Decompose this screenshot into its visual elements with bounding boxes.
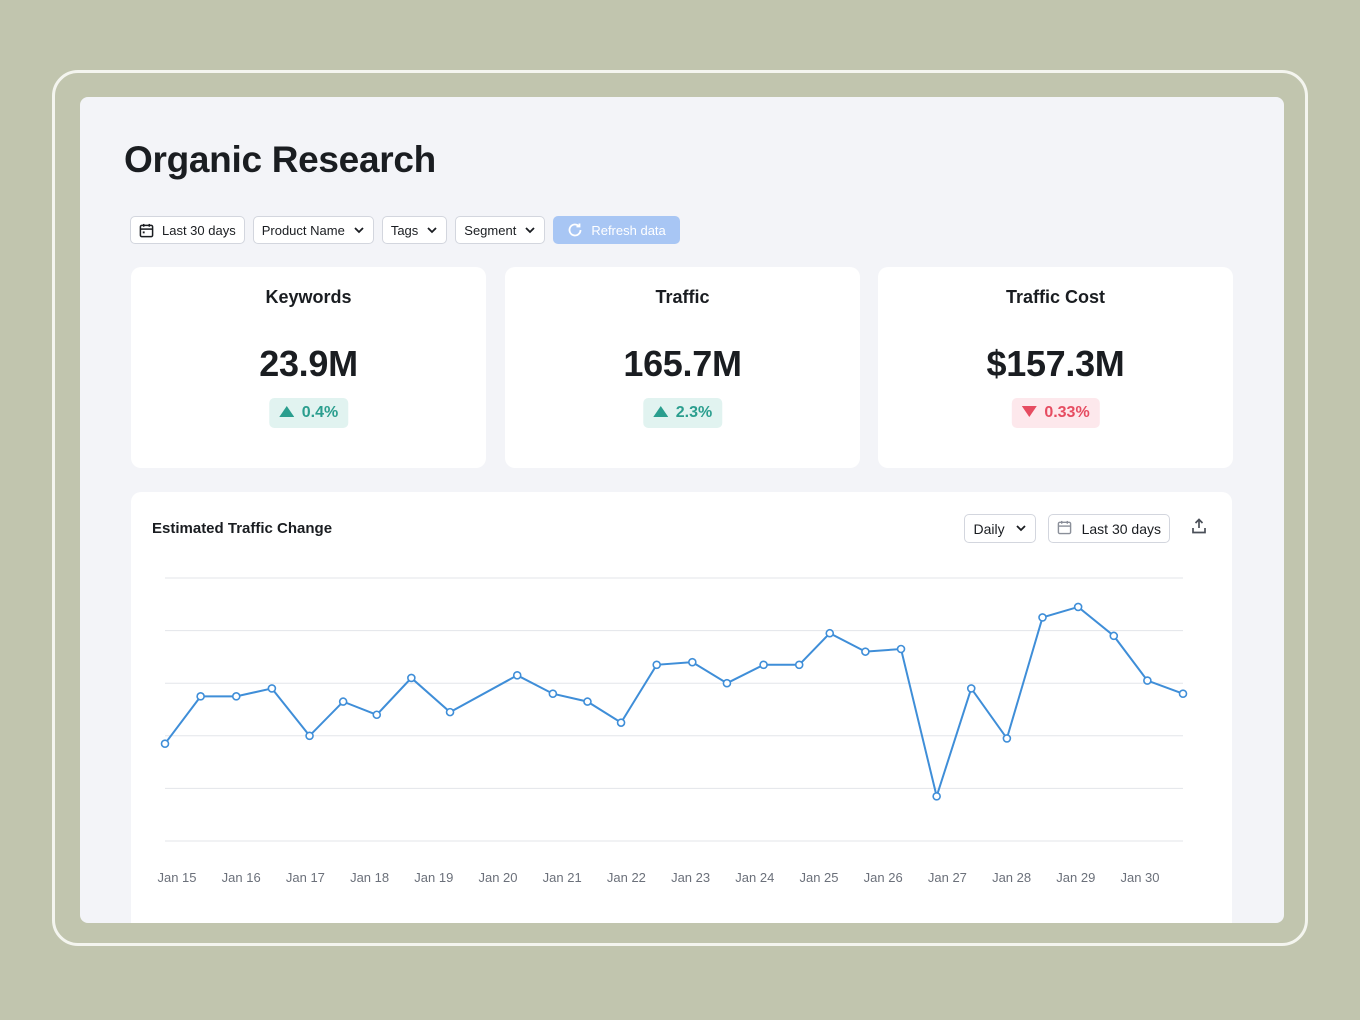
traffic-chart-card: Jan 15 Jan 16 Jan 17 Jan 18 Jan 19 Jan 20 Jan … [131,492,1232,923]
interval-label: Daily [973,520,1005,537]
chart-data-point[interactable] [825,628,835,638]
chevron-down-icon [426,224,438,236]
x-axis-tick-label: Jan 24 [735,870,774,885]
x-axis-tick-label: Jan 23 [671,870,710,885]
change-value: 0.4% [301,404,339,421]
calendar-icon [139,223,154,238]
chart-data-point[interactable] [861,647,870,656]
x-axis-tick-label: Jan 29 [1056,870,1095,885]
x-axis-tick-label: Jan 19 [414,870,453,885]
trend-up-icon [278,404,294,422]
calendar-icon [1057,520,1072,538]
x-axis-tick-label: Jan 15 [157,870,196,885]
chart-data-point[interactable] [338,697,348,706]
x-axis-tick-label: Jan 16 [222,870,261,885]
upload-icon [1191,518,1207,539]
chart-data-point[interactable] [1073,602,1083,612]
chart-data-point[interactable] [372,710,382,720]
chart-data-point[interactable] [966,684,976,693]
tags-label: Tags [390,222,419,238]
app-window: Organic Research Last 30 days Product Na… [80,97,1284,923]
chart-data-point[interactable] [688,657,697,667]
chevron-down-icon [353,224,365,236]
chart-data-point[interactable] [722,678,732,688]
chart-data-point[interactable] [548,689,558,699]
product-name-label: Product Name [261,222,345,238]
chevron-down-icon [1015,521,1027,537]
date-range-label: Last 30 days [162,222,236,238]
chart-data-point[interactable] [896,644,906,654]
chart-data-point[interactable] [231,692,241,701]
x-axis-tick-label: Jan 26 [864,870,903,885]
date-range-button[interactable]: Last 30 days [130,216,245,244]
metric-value: 165.7M [623,343,742,384]
chart-data-point[interactable] [196,692,205,701]
chart-data-point[interactable] [1109,631,1119,641]
refresh-icon [567,222,583,238]
x-axis-tick-label: Jan 18 [350,870,389,885]
metric-value: 23.9M [259,343,358,384]
chart-data-point[interactable] [305,731,314,741]
metric-title: Traffic [655,287,710,307]
refresh-data-button[interactable]: Refresh data [553,216,680,244]
x-axis-tick-label: Jan 20 [478,870,517,885]
chart-data-point[interactable] [932,791,941,801]
change-badge: 0.4% [268,398,349,428]
chart-data-point[interactable] [1143,676,1152,685]
chart-data-point[interactable] [616,718,626,727]
keywords-card: Keywords 23.9M 0.4% [131,267,486,468]
change-badge: 0.33% [1011,398,1100,428]
chevron-down-icon [524,224,536,236]
metric-title: Traffic Cost [1005,287,1106,307]
change-value: 0.33% [1044,404,1090,421]
x-axis-tick-label: Jan 17 [286,870,325,885]
traffic-cost-card: Traffic Cost $157.3M 0.33% [878,267,1233,468]
segment-dropdown[interactable]: Segment [455,216,546,244]
chart-data-point[interactable] [1038,613,1047,622]
traffic-line-chart: Jan 15 Jan 16 Jan 17 Jan 18 Jan 19 Jan 20 Jan … [157,577,1188,885]
chart-data-point[interactable] [794,660,804,670]
chart-controls: Daily Last 30 days [964,514,1212,543]
x-axis-tick-label: Jan 25 [799,870,838,885]
tags-dropdown[interactable]: Tags [381,216,448,244]
refresh-data-label: Refresh data [591,222,666,238]
chart-data-point[interactable] [160,739,170,748]
metric-title: Keywords [265,287,352,307]
x-axis-tick-label: Jan 28 [992,870,1031,885]
trend-down-icon [1021,404,1037,422]
segment-label: Segment [464,222,517,238]
chart-data-point[interactable] [1178,689,1188,699]
chart-data-point[interactable] [583,697,592,706]
chart-title: Estimated Traffic Change [152,520,333,537]
change-badge: 2.3% [642,398,723,428]
chart-date-range-button[interactable]: Last 30 days [1047,514,1170,543]
interval-dropdown[interactable]: Daily [964,514,1036,543]
filter-toolbar: Last 30 days Product Name Tags Segment R… [130,216,680,244]
chart-data-point[interactable] [1002,734,1012,743]
chart-data-point[interactable] [759,660,768,670]
chart-data-point[interactable] [407,673,416,683]
traffic-series-line [164,605,1184,800]
x-axis-tick-label: Jan 30 [1120,870,1159,885]
traffic-card: Traffic 165.7M 2.3% [505,267,860,468]
trend-up-icon [652,404,668,422]
export-button[interactable] [1186,516,1212,542]
change-value: 2.3% [675,404,713,421]
chart-date-range-label: Last 30 days [1081,520,1161,537]
x-axis-tick-label: Jan 22 [607,870,646,885]
chart-data-point[interactable] [445,707,455,717]
chart-data-point[interactable] [652,660,661,670]
page-title: Organic Research [124,139,436,180]
chart-data-point[interactable] [267,684,277,693]
x-axis-tick-label: Jan 21 [543,870,582,885]
product-name-dropdown[interactable]: Product Name [252,216,374,244]
x-axis-tick-label: Jan 27 [928,870,967,885]
metric-value: $157.3M [986,343,1125,384]
chart-data-point[interactable] [512,671,522,680]
device-frame [52,70,1308,946]
